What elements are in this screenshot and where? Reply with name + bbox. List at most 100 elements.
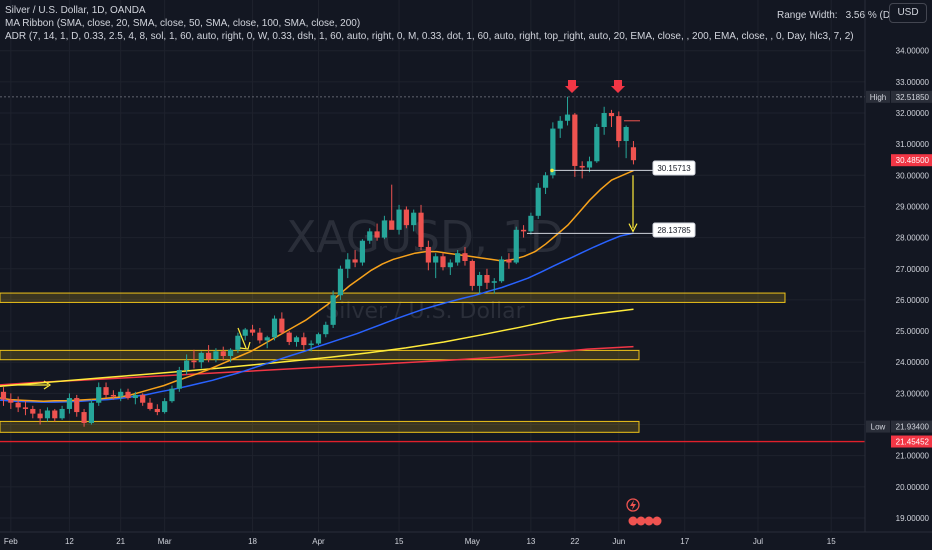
candle-85	[623, 125, 629, 159]
price-annotations: 30.15713 28.13785	[652, 160, 696, 238]
price-badge-tag	[866, 420, 890, 433]
candle-body	[564, 114, 571, 121]
candle-body	[586, 161, 593, 168]
candle-body	[147, 402, 153, 409]
candle-56	[411, 209, 417, 232]
candle-74	[542, 172, 549, 194]
candle-body	[433, 256, 439, 263]
support-zone-2	[0, 292, 786, 303]
candle-body	[520, 229, 527, 232]
candle-55	[403, 206, 409, 229]
price-axis[interactable]: 34.00000 33.00000 32.00000 31.00000 30.00000…	[865, 0, 932, 550]
candle-7	[52, 408, 58, 422]
candle-body	[418, 212, 424, 247]
price-badge-value: 21.93400	[896, 423, 930, 432]
earnings-icons[interactable]	[628, 516, 662, 526]
candle-23	[169, 385, 175, 403]
y-tick-label: 26.00000	[896, 296, 930, 305]
y-tick-label: 29.00000	[896, 202, 930, 211]
candle-13	[96, 382, 102, 406]
x-tick-label: Feb	[4, 537, 18, 546]
candle-body	[198, 352, 204, 363]
lightning-icon	[630, 500, 636, 510]
candle-14	[103, 382, 109, 399]
candle-38	[279, 312, 285, 335]
candle-72	[528, 212, 534, 235]
candle-51	[374, 223, 380, 241]
candle-body	[491, 281, 497, 283]
y-tick-label: 31.00000	[896, 140, 930, 149]
x-tick-label: 15	[395, 537, 404, 546]
candle-body	[608, 112, 615, 117]
candle-67	[491, 278, 497, 294]
candle-body	[279, 318, 285, 333]
candle-26	[191, 349, 197, 369]
price-badge-high: High 32.51850	[866, 90, 932, 103]
candle-body	[315, 334, 322, 344]
candle-body	[81, 412, 87, 423]
x-tick-label: 13	[526, 537, 535, 546]
candle-body	[118, 391, 124, 397]
candle-30	[220, 346, 226, 361]
candle-body	[550, 128, 556, 176]
candle-76	[557, 116, 563, 138]
x-tick-label: Apr	[312, 537, 325, 546]
x-tick-label: 18	[248, 537, 257, 546]
candle-65	[477, 271, 483, 294]
candle-32	[235, 332, 241, 353]
candle-body	[462, 253, 468, 261]
y-tick-label: 28.00000	[896, 234, 930, 243]
candle-body	[374, 231, 380, 238]
event-icons[interactable]	[626, 498, 662, 526]
ma200-line	[0, 345, 634, 386]
price-badge-tag	[866, 90, 890, 103]
candle-4	[30, 405, 36, 419]
neckline-dot	[550, 168, 554, 173]
candle-body	[257, 332, 263, 341]
candle-body	[220, 351, 226, 356]
candle-body	[30, 408, 36, 414]
reference-lines	[0, 96, 865, 443]
grid	[0, 0, 865, 532]
legend-ma-ribbon[interactable]: MA Ribbon (SMA, close, 20, SMA, close, 5…	[5, 18, 361, 29]
candle-3	[22, 401, 29, 416]
candle-70	[513, 226, 519, 265]
y-tick-label: 33.00000	[896, 78, 930, 87]
candle-17	[125, 388, 131, 400]
candle-39	[286, 331, 292, 346]
candle-body	[389, 220, 395, 230]
currency-button[interactable]: USD	[889, 3, 927, 23]
candle-52	[381, 215, 387, 240]
support-zone-1	[0, 349, 640, 361]
candle-body	[513, 229, 519, 263]
candle-49	[359, 239, 366, 266]
candle-body	[337, 268, 344, 296]
candle-29	[213, 348, 219, 363]
candle-24	[176, 366, 182, 392]
price-badge-value: 30.48500	[896, 156, 930, 165]
y-tick-label: 32.00000	[896, 109, 930, 118]
legend-title[interactable]: Silver / U.S. Dollar, 1D, OANDA	[5, 5, 146, 16]
annotation-box-2	[652, 222, 696, 238]
candle-0	[0, 387, 7, 406]
dividend-icon[interactable]	[626, 498, 640, 512]
candle-body	[535, 187, 541, 216]
candle-body	[96, 387, 102, 403]
candle-body	[52, 410, 58, 419]
candle-body	[8, 399, 14, 403]
legend-adr[interactable]: ADR (7, 14, 1, D, 0.33, 2.5, 4, 8, sol, …	[5, 31, 854, 42]
candle-62	[455, 250, 461, 266]
candle-20	[147, 398, 153, 411]
x-tick-label: 12	[65, 537, 74, 546]
candle-body	[59, 408, 65, 419]
candle-body	[557, 120, 563, 129]
candle-81	[594, 123, 600, 163]
candle-body	[403, 209, 409, 226]
candle-body	[301, 337, 307, 346]
candle-body	[176, 370, 182, 389]
target-arrow-head	[628, 223, 638, 233]
ma100-line	[0, 308, 634, 387]
price-badge-box	[891, 90, 932, 103]
